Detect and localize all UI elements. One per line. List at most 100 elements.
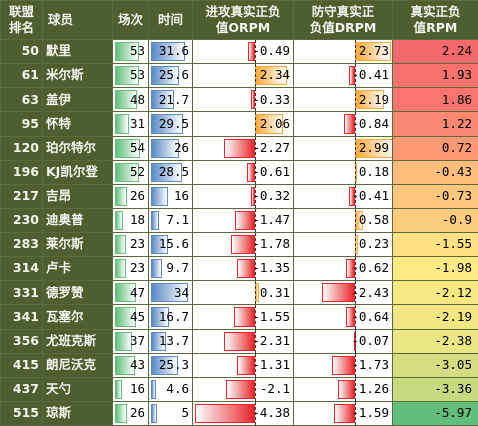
data-bar [115,355,135,375]
zero-axis [354,329,356,353]
header-rpm[interactable]: 真实正负 值RPM [393,1,478,40]
games-cell: 26 [113,401,149,426]
drpm-cell: 0.18 [294,160,393,185]
rpm-cell: -2.38 [393,329,478,354]
header-orpm[interactable]: 进攻真实正负 值ORPM [193,1,294,40]
zero-axis [354,305,356,329]
games-value: 54 [129,139,145,155]
player-name[interactable]: 天勺 [43,377,113,402]
games-value: 23 [129,236,145,252]
games-cell: 31 [113,112,149,137]
minutes-cell: 26 [149,136,193,161]
drpm-value: -0.07 [351,332,389,348]
orpm-value: -0.33 [252,91,290,107]
player-name[interactable]: 米尔斯 [43,64,113,89]
rank-cell: 283 [1,233,43,258]
player-name[interactable]: 怀特 [43,112,113,137]
games-cell: 53 [113,64,149,89]
minutes-cell: 9.7 [149,257,193,282]
header-rank[interactable]: 联盟 排名 [1,1,43,40]
drpm-value: -0.62 [351,260,389,276]
data-bar [115,114,130,134]
zero-axis [255,281,256,305]
data-bar [115,283,137,303]
player-name[interactable]: 莱尔斯 [43,233,113,258]
drpm-value: 2.19 [358,91,389,107]
games-value: 52 [129,163,145,179]
rpm-cell: -0.43 [393,160,478,185]
zero-axis [354,64,356,88]
orpm-value: -1.55 [252,308,290,324]
minutes-cell: 29.5 [149,112,193,137]
zero-axis [354,401,356,425]
player-name[interactable]: 朗尼沃克 [43,353,113,378]
games-cell: 23 [113,233,149,258]
games-value: 18 [129,212,145,228]
orpm-cell: -0.61 [193,160,294,185]
games-value: 23 [129,260,145,276]
zero-axis [255,401,256,425]
orpm-value: 2.34 [259,67,290,83]
rpm-cell: 1.22 [393,112,478,137]
games-value: 26 [129,405,145,421]
data-bar [331,355,355,375]
data-bar [349,186,355,206]
orpm-cell: -1.31 [193,353,294,378]
header-player[interactable]: 球员 [43,1,113,40]
rpm-cell: -0.73 [393,184,478,209]
minutes-value: 16 [173,188,189,204]
drpm-cell: -0.07 [294,329,393,354]
player-name[interactable]: 瓦塞尔 [43,305,113,330]
zero-axis [255,305,256,329]
orpm-cell: -1.55 [193,305,294,330]
rank-cell: 415 [1,353,43,378]
orpm-cell: -4.38 [193,401,294,426]
data-bar [151,138,180,158]
minutes-cell: 5 [149,401,193,426]
data-bar [151,283,188,303]
drpm-cell: -0.64 [294,305,393,330]
drpm-value: -1.73 [351,356,389,372]
rank-cell: 515 [1,401,43,426]
player-name[interactable]: 珀尔特尔 [43,136,113,161]
orpm-cell: -0.33 [193,88,294,113]
data-bar [337,379,355,399]
drpm-cell: 2.73 [294,40,393,65]
player-name[interactable]: 吉昂 [43,184,113,209]
drpm-cell: -1.26 [294,377,393,402]
data-bar [236,259,255,279]
drpm-cell: 0.23 [294,233,393,258]
player-name[interactable]: 卢卡 [43,257,113,282]
player-name[interactable]: 德罗赞 [43,281,113,306]
header-games[interactable]: 场次 [113,1,149,40]
minutes-value: 31.6 [158,43,189,59]
orpm-cell: 0.31 [193,281,294,306]
player-name[interactable]: 盖伊 [43,88,113,113]
player-name[interactable]: 迪奥普 [43,208,113,233]
minutes-cell: 7.1 [149,208,193,233]
orpm-cell: -2.27 [193,136,294,161]
zero-axis [255,353,256,377]
zero-axis [255,64,256,88]
orpm-cell: -0.49 [193,40,294,65]
rpm-cell: 1.86 [393,88,478,113]
player-name[interactable]: 尤班克斯 [43,329,113,354]
drpm-value: 0.58 [358,212,389,228]
player-name[interactable]: 琼斯 [43,401,113,426]
data-bar [151,379,157,399]
drpm-value: -0.64 [351,308,389,324]
data-bar [115,138,140,158]
header-minutes[interactable]: 时间 [149,1,193,40]
drpm-cell: 0.58 [294,208,393,233]
player-name[interactable]: 默里 [43,40,113,65]
drpm-value: -0.84 [351,115,389,131]
data-bar [115,259,126,279]
header-drpm[interactable]: 防守真实正 负值DRPM [294,1,393,40]
rpm-cell: -3.36 [393,377,478,402]
data-bar [151,259,162,279]
rpm-cell: 2.24 [393,40,478,65]
data-bar [224,138,255,158]
player-name[interactable]: KJ凯尔登 [43,160,113,185]
orpm-value: 2.06 [259,115,290,131]
